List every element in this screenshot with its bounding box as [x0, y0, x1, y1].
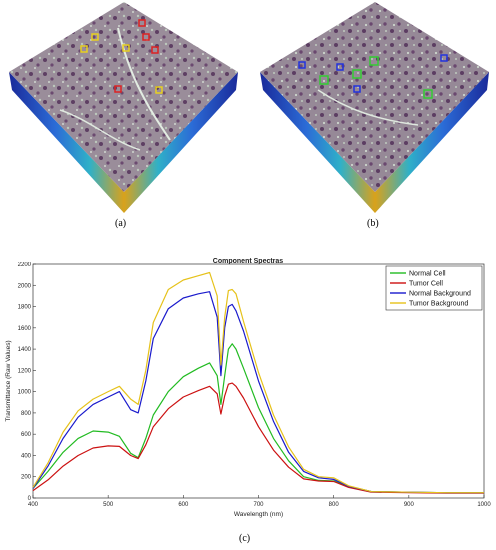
hyperspectral-cube-a: [9, 2, 238, 213]
y-tick-label: 0: [28, 496, 32, 502]
series-line-normal-background: [32, 291, 484, 494]
legend-label: Tumor Background: [409, 300, 468, 307]
y-tick-label: 200: [21, 475, 32, 481]
cube-a-right-face: [124, 72, 238, 213]
roi-markers-a: [80, 19, 163, 94]
panel-a-label: (a): [115, 218, 127, 229]
y-tick-label: 1600: [18, 326, 32, 332]
cube-b-left-face: [260, 72, 375, 213]
x-axis-label: Wavelength (nm): [234, 511, 283, 518]
roi-markers-b: [298, 54, 448, 99]
series-line-tumor-cell: [32, 382, 484, 494]
cube-a-top-tissue: [9, 2, 238, 192]
y-tick-label: 400: [21, 453, 32, 459]
x-tick-label: 600: [178, 502, 189, 508]
y-tick-label: 800: [21, 411, 32, 417]
x-tick-label: 700: [253, 502, 264, 508]
y-tick-label: 2000: [18, 283, 32, 289]
cube-b-top-tissue: [260, 2, 489, 192]
y-tick-label: 1400: [18, 347, 32, 353]
x-tick-label: 1000: [477, 502, 491, 508]
y-tick-label: 1800: [18, 305, 32, 311]
legend-label: Tumor Cell: [409, 280, 443, 287]
panel-b-label: (b): [367, 218, 379, 229]
cube-b-right-face: [375, 72, 489, 213]
x-tick-label: 500: [103, 502, 114, 508]
y-tick-label: 1200: [18, 368, 32, 374]
y-tick-label: 1000: [18, 390, 32, 396]
series-line-tumor-background: [32, 271, 484, 494]
y-tick-label: 600: [21, 432, 32, 438]
y-tick-label: 2200: [18, 262, 32, 268]
panel-c-label: (c): [239, 533, 251, 544]
x-tick-label: 800: [329, 502, 340, 508]
hyperspectral-cube-b: [260, 2, 489, 213]
x-tick-label: 900: [404, 502, 415, 508]
legend-label: Normal Background: [409, 290, 471, 297]
legend-label: Normal Cell: [409, 270, 446, 277]
cube-a-left-face: [9, 72, 124, 213]
chart-title: Component Spectras: [212, 258, 284, 265]
x-tick-label: 400: [28, 502, 39, 508]
component-spectra-chart: 400 500 600 700 800 900 1000 0 200 400 600 800 1000 1…: [5, 262, 491, 518]
y-axis-label: Transmittance (Raw Values): [5, 340, 12, 421]
